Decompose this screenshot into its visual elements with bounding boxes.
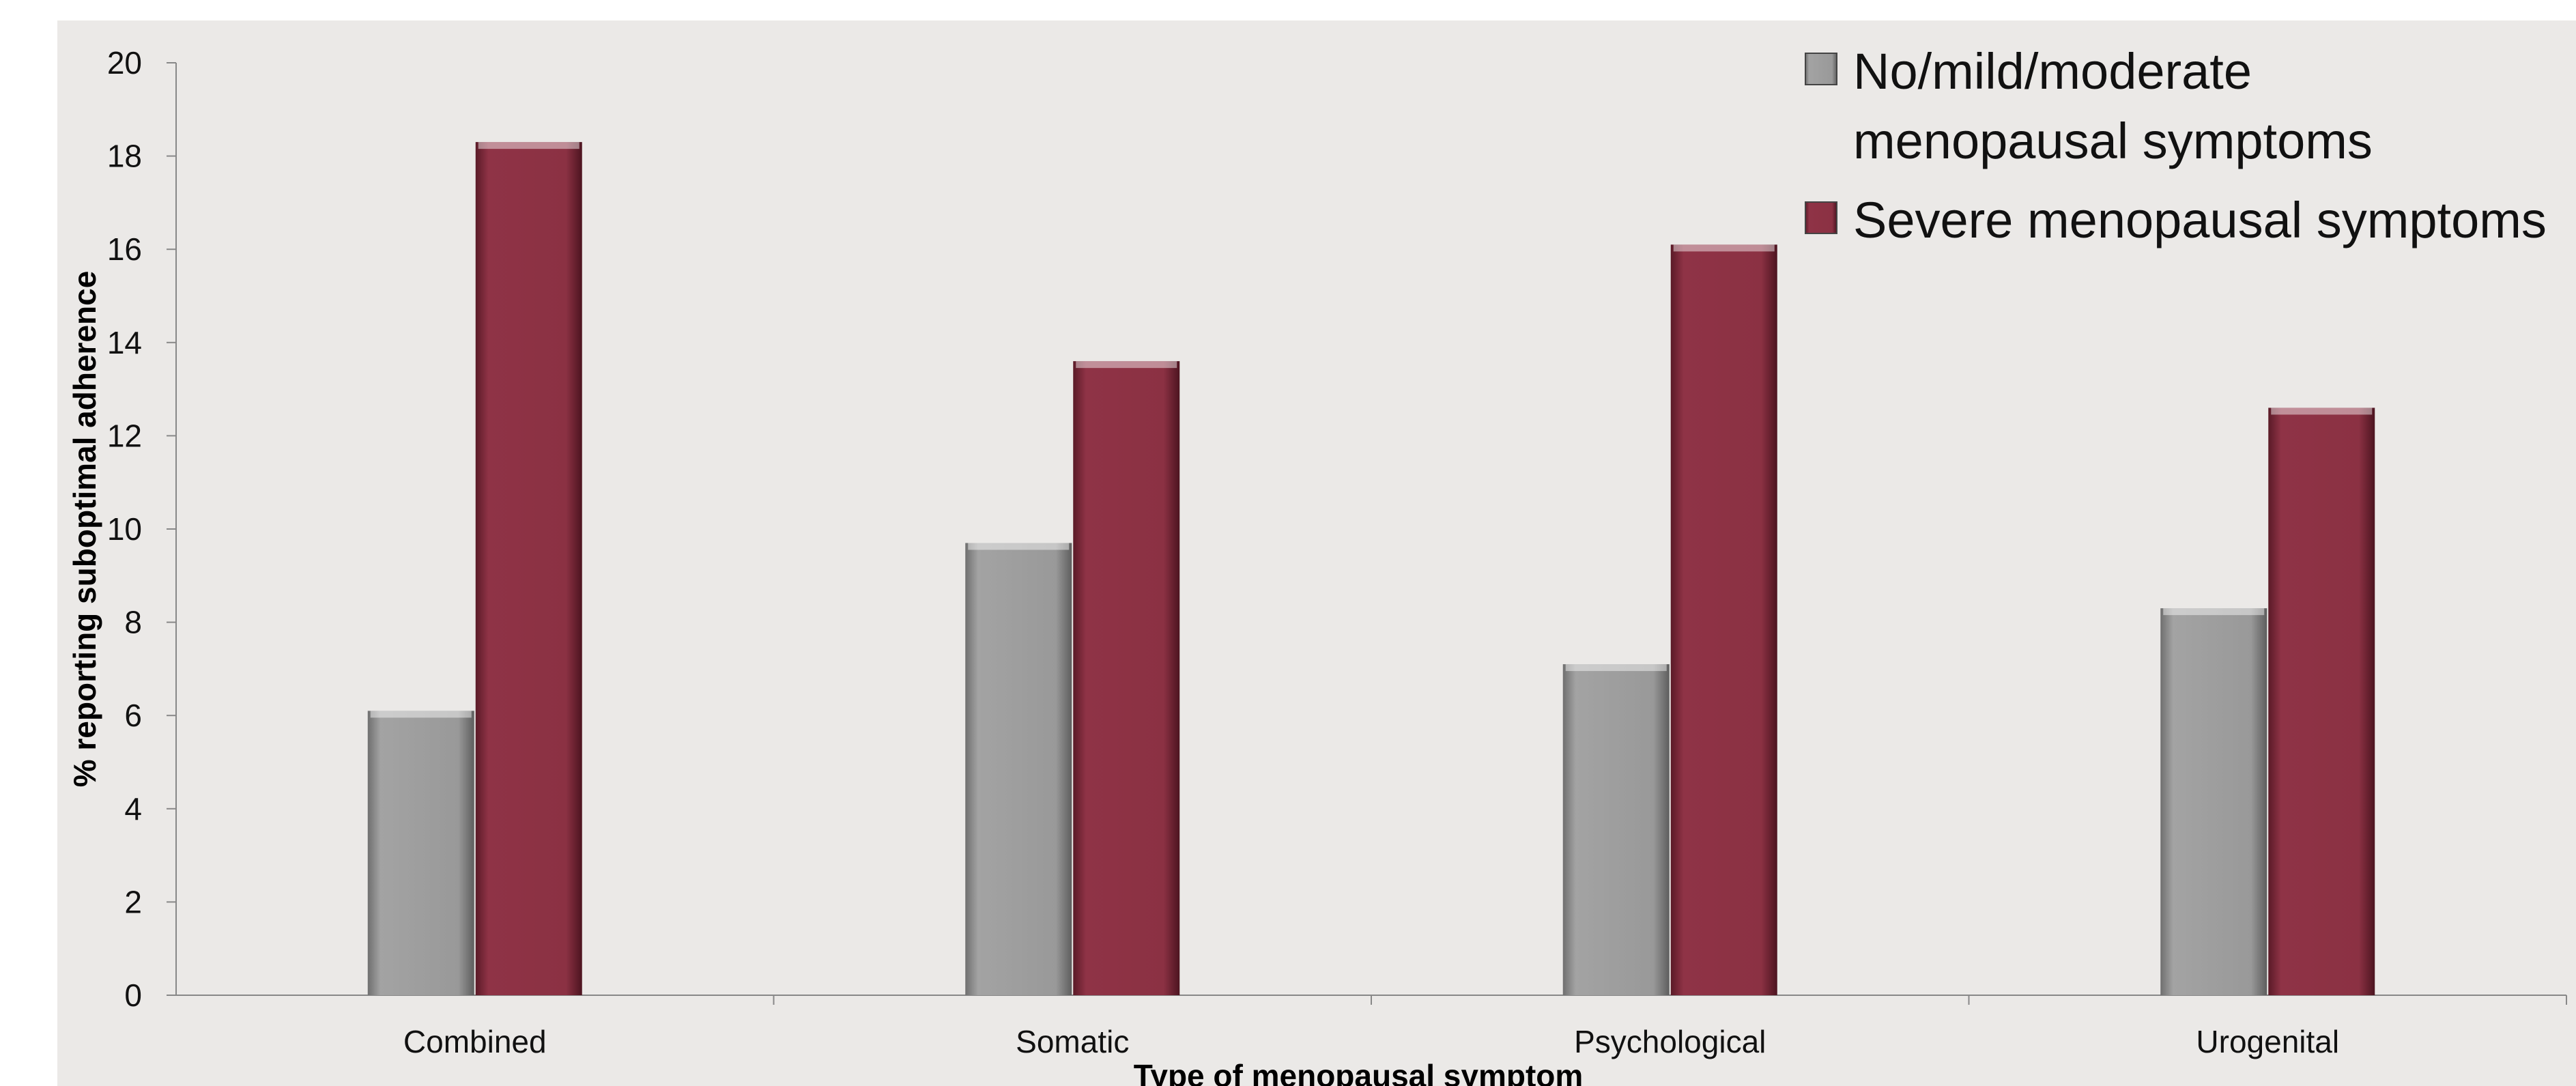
bar-highlight: [968, 543, 1070, 550]
bar-3-0: [2160, 608, 2267, 995]
bar-highlight: [370, 711, 472, 718]
bar-highlight: [2163, 608, 2265, 616]
bar-1-0: [965, 543, 1072, 995]
y-tick-label: 12: [107, 418, 142, 453]
x-tick-label: Urogenital: [2196, 1024, 2339, 1059]
bar-2-1: [1670, 244, 1777, 995]
y-tick-label: 10: [107, 511, 142, 547]
y-tick-label: 0: [124, 977, 142, 1013]
y-tick-label: 6: [124, 698, 142, 733]
legend-label: menopausal symptoms: [1853, 113, 2373, 169]
y-axis-title: % reporting suboptimal adherence: [67, 271, 102, 788]
y-tick-label: 2: [124, 884, 142, 919]
x-tick-label: Psychological: [1574, 1024, 1766, 1059]
y-tick-label: 16: [107, 231, 142, 267]
legend-label: Severe menopausal symptoms: [1853, 192, 2547, 248]
x-tick-label: Somatic: [1016, 1024, 1129, 1059]
y-tick-label: 20: [107, 45, 142, 81]
legend-swatch-0: [1805, 53, 1837, 85]
bar-0-0: [367, 711, 474, 995]
bar-highlight: [1076, 361, 1177, 369]
x-tick-label: Combined: [403, 1024, 547, 1059]
bar-2-0: [1562, 664, 1670, 995]
bar-highlight: [2271, 408, 2373, 415]
y-tick-label: 8: [124, 605, 142, 640]
y-tick-label: 18: [107, 139, 142, 174]
x-axis-title: Type of menopausal symptom: [1134, 1058, 1584, 1086]
y-tick-label: 4: [124, 791, 142, 827]
bar-3-1: [2268, 408, 2375, 995]
bar-highlight: [478, 142, 579, 149]
legend-swatch-1: [1805, 201, 1837, 234]
bar-0-1: [475, 142, 582, 996]
bar-highlight: [1565, 664, 1667, 672]
legend-label: No/mild/moderate: [1853, 43, 2252, 100]
bar-highlight: [1673, 244, 1775, 252]
bar-1-1: [1073, 361, 1180, 995]
y-tick-label: 14: [107, 325, 142, 360]
